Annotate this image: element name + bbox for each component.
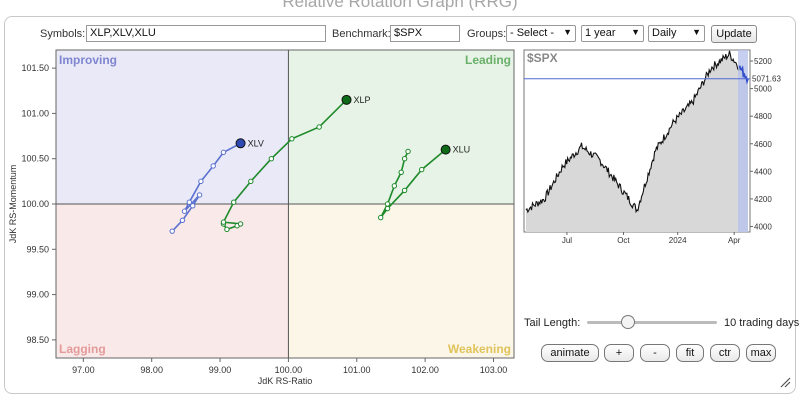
lagging-quadrant [56,204,289,358]
y-tick-label: 101.50 [21,63,49,73]
max-button[interactable]: max [746,344,776,362]
benchmark-label: Benchmark: [332,28,391,40]
tail-length-track[interactable] [587,321,717,324]
tail-point [289,136,295,142]
series-xlu: XLU [378,144,471,221]
tail-point [210,163,216,169]
x-tick-label: 100.00 [275,365,303,375]
series-label: XLU [453,145,471,155]
tail-point [224,226,230,233]
series-xlv: XLV [169,138,264,234]
tail-point [401,156,408,162]
resize-handle-icon[interactable] [779,376,791,388]
tail-point [401,187,408,194]
center-button[interactable]: ctr [710,344,740,362]
zoom-in-button[interactable]: + [604,344,634,362]
series-xlp: XLP [220,94,371,233]
tail-point [248,178,254,185]
zoom-out-button[interactable]: - [640,344,670,362]
symbols-input[interactable]: XLP,XLV,XLU [86,25,326,42]
tail-point [384,205,391,212]
x-axis-label: JdK RS-Ratio [258,376,313,386]
tail-length-slider-handle[interactable] [621,315,635,329]
y-axis-label: JdK RS-Momentum [8,165,18,244]
series-head-point [235,138,246,149]
fit-button[interactable]: fit [676,344,704,362]
benchmark-input[interactable]: $SPX [390,25,460,42]
quadrant-label-weakening: Weakening [448,342,511,356]
tail-point [398,169,404,175]
quadrant-label-improving: Improving [59,53,117,67]
frequency-select-value: Daily [652,27,677,39]
page-title: Relative Rotation Graph (RRG) [282,0,518,11]
tail-point [231,199,237,205]
x-tick-label: 102.00 [411,365,439,375]
frequency-select[interactable]: Daily ▼ [648,25,705,42]
tail-point [190,203,196,209]
groups-select-value: - Select - [510,27,555,39]
tail-point [316,124,322,130]
series-head-point [440,144,451,155]
y-tick-label: 98.50 [26,335,49,345]
tail-point [198,178,204,185]
tail-point [405,148,411,155]
x-tick-label: 98.00 [140,365,163,375]
y-tick-label: 99.50 [26,244,49,254]
y-tick-label: 99.00 [26,290,49,300]
tail-point [186,199,192,205]
tail-point [196,192,203,198]
leading-quadrant [288,50,514,204]
x-tick-label: 101.00 [343,365,371,375]
tail-length-label: Tail Length: [524,317,581,329]
quadrant-label-lagging: Lagging [59,342,106,356]
chevron-down-icon: ▼ [692,27,701,37]
groups-select[interactable]: - Select - ▼ [506,25,576,42]
tail-point [220,149,227,156]
x-tick-label: 99.00 [209,365,232,375]
series-label: XLV [248,138,264,148]
groups-label: Groups: [467,28,507,40]
tail-point [179,217,186,224]
tail-point [419,166,425,173]
x-tick-label: 97.00 [72,365,95,375]
tail-point [378,214,384,221]
series-head-point [341,94,352,105]
x-tick-label: 103.00 [480,365,508,375]
tail-point [237,221,244,227]
tail-point [391,183,398,189]
tail-length-value: 10 trading days [724,317,800,329]
animate-button[interactable]: animate [541,344,599,362]
y-tick-label: 101.00 [21,108,49,118]
update-button[interactable]: Update [711,25,757,43]
y-tick-label: 100.00 [21,199,49,209]
tail-point [220,219,227,225]
series-label: XLP [354,95,371,105]
y-tick-label: 100.50 [21,154,49,164]
weakening-quadrant [288,204,514,358]
period-select-value: 1 year [585,27,616,39]
chevron-down-icon: ▼ [631,27,640,37]
chevron-down-icon: ▼ [563,27,572,37]
improving-quadrant [56,50,289,204]
period-select[interactable]: 1 year ▼ [581,25,644,42]
tail-point [268,156,275,162]
tail-point [181,208,188,214]
tail-point [384,201,391,207]
quadrant-label-leading: Leading [465,53,511,67]
series-tail-line [171,142,241,232]
tail-point [169,228,175,234]
series-tail-line [379,149,447,219]
symbols-label: Symbols: [40,28,86,40]
